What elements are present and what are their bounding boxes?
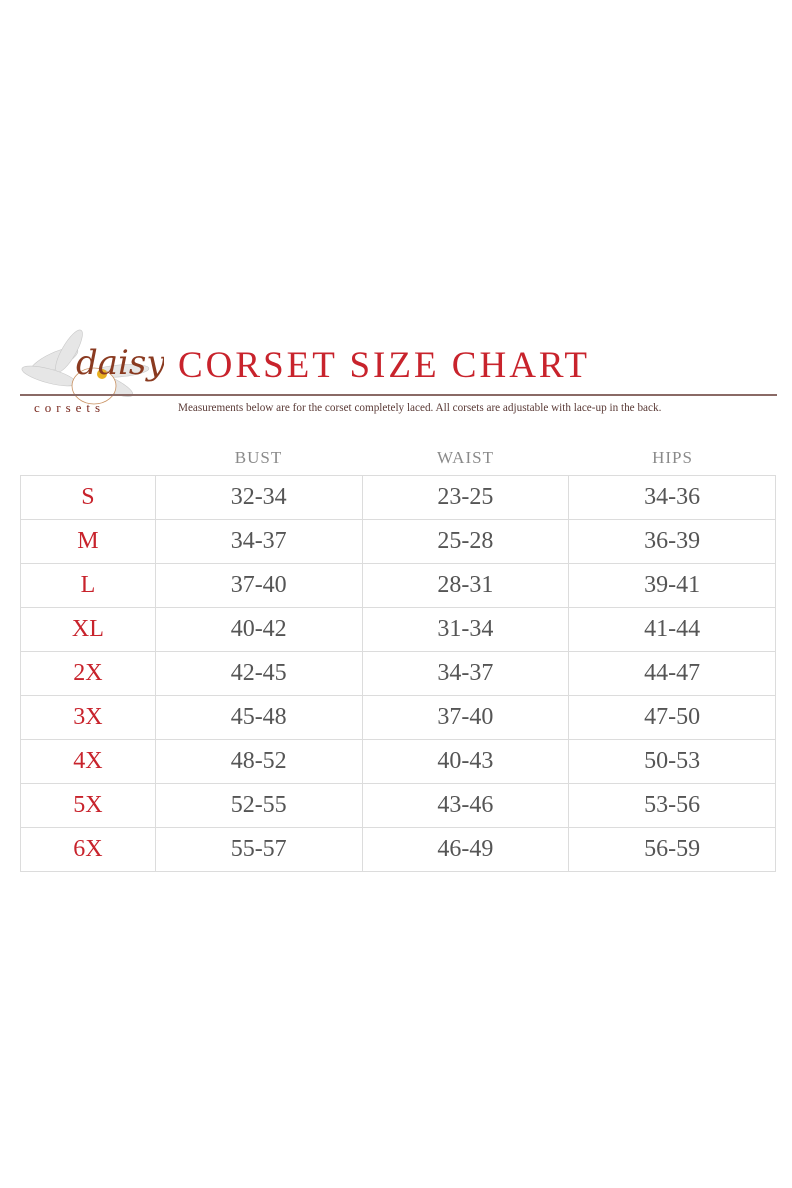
size-cell: S [20, 475, 156, 520]
bust-cell: 34-37 [154, 519, 363, 564]
table-row: M 34-37 25-28 36-39 [20, 519, 776, 564]
hips-cell: 36-39 [568, 519, 776, 564]
hips-cell: 50-53 [568, 739, 776, 784]
size-cell: 2X [20, 651, 156, 696]
waist-cell: 37-40 [361, 695, 570, 740]
column-header-bust: BUST [234, 448, 283, 467]
bust-cell: 32-34 [154, 475, 363, 520]
waist-cell: 23-25 [361, 475, 570, 520]
measurement-note: Measurements below are for the corset co… [178, 402, 662, 414]
table-row: 3X 45-48 37-40 47-50 [20, 695, 776, 740]
table-row: 5X 52-55 43-46 53-56 [20, 783, 776, 828]
bust-cell: 52-55 [154, 783, 363, 828]
hips-cell: 39-41 [568, 563, 776, 608]
waist-cell: 25-28 [361, 519, 570, 564]
waist-cell: 31-34 [361, 607, 570, 652]
waist-cell: 34-37 [361, 651, 570, 696]
waist-cell: 46-49 [361, 827, 570, 872]
size-cell: 3X [20, 695, 156, 740]
brand-wordmark: corsets [34, 400, 106, 415]
waist-cell: 40-43 [361, 739, 570, 784]
hips-cell: 44-47 [568, 651, 776, 696]
table-row: 6X 55-57 46-49 56-59 [20, 827, 776, 872]
table-row: 4X 48-52 40-43 50-53 [20, 739, 776, 784]
table-row: XL 40-42 31-34 41-44 [20, 607, 776, 652]
size-table: S 32-34 23-25 34-36 M 34-37 25-28 36-39 L 37-40 28… [20, 475, 776, 872]
column-header-hips: HIPS [652, 448, 693, 467]
bust-cell: 45-48 [154, 695, 363, 740]
table-row: S 32-34 23-25 34-36 [20, 475, 776, 520]
size-cell: L [20, 563, 156, 608]
hips-cell: 53-56 [568, 783, 776, 828]
bust-cell: 40-42 [154, 607, 363, 652]
svg-text:daisy: daisy [76, 343, 164, 383]
size-cell: 4X [20, 739, 156, 784]
column-header-waist: WAIST [437, 448, 494, 467]
hips-cell: 56-59 [568, 827, 776, 872]
table-row: L 37-40 28-31 39-41 [20, 563, 776, 608]
size-cell: 5X [20, 783, 156, 828]
table-row: 2X 42-45 34-37 44-47 [20, 651, 776, 696]
hips-cell: 47-50 [568, 695, 776, 740]
bust-cell: 55-57 [154, 827, 363, 872]
page-title: CORSET SIZE CHART [178, 345, 590, 386]
size-cell: M [20, 519, 156, 564]
hips-cell: 41-44 [568, 607, 776, 652]
hips-cell: 34-36 [568, 475, 776, 520]
bust-cell: 37-40 [154, 563, 363, 608]
size-cell: 6X [20, 827, 156, 872]
bust-cell: 48-52 [154, 739, 363, 784]
size-cell: XL [20, 607, 156, 652]
waist-cell: 28-31 [361, 563, 570, 608]
header-divider [20, 394, 777, 396]
waist-cell: 43-46 [361, 783, 570, 828]
bust-cell: 42-45 [154, 651, 363, 696]
